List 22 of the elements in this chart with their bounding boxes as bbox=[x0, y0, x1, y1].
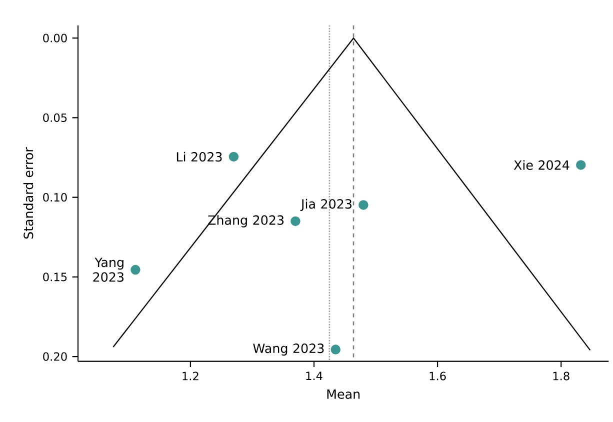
point bbox=[330, 344, 340, 354]
y-tick-label: 0.10 bbox=[43, 193, 67, 202]
x-tick-label: 1.2 bbox=[182, 372, 198, 380]
y-tick-label: 0.00 bbox=[43, 34, 67, 42]
x-tick-label: 1.6 bbox=[430, 372, 446, 380]
annotation: Jia 2023 bbox=[300, 198, 352, 212]
annotation: Wang 2023 bbox=[253, 344, 324, 356]
point bbox=[576, 160, 586, 170]
y-tick-label: 0.20 bbox=[43, 352, 67, 361]
point bbox=[130, 264, 140, 275]
x-axis-title: Mean bbox=[327, 389, 360, 399]
y-tick-label: 0.15 bbox=[43, 272, 67, 282]
y-tick-label: 0.05 bbox=[43, 113, 67, 122]
annotation: Yang 2023 bbox=[93, 258, 124, 282]
annotation: Xie 2024 bbox=[514, 160, 570, 170]
point bbox=[290, 216, 300, 226]
point bbox=[358, 200, 368, 210]
x-tick-label: 1.8 bbox=[553, 372, 570, 380]
annotation: Li 2023 bbox=[176, 152, 222, 162]
y-axis-title: Standard error bbox=[23, 147, 34, 239]
x-tick-label: 1.4 bbox=[306, 372, 322, 380]
point bbox=[228, 152, 239, 162]
